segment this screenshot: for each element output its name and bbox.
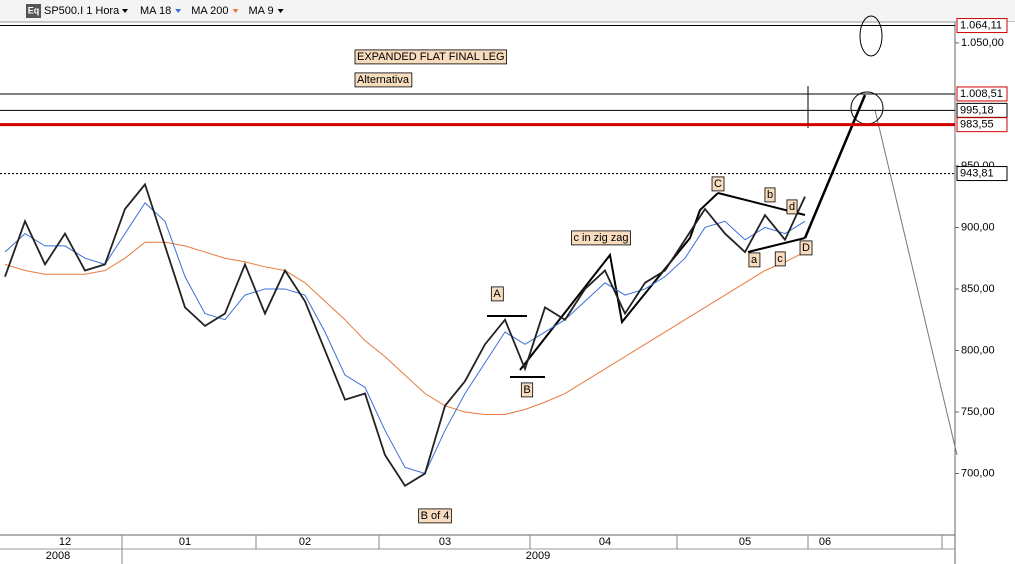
price-label-box: [956, 117, 1008, 133]
annotation-text: C: [714, 178, 722, 190]
annotation: c: [774, 251, 786, 267]
y-tick-label: 800,00: [961, 344, 995, 356]
annotation-box: [799, 240, 813, 256]
y-tick-label: 750,00: [961, 406, 995, 418]
annotation-text: a: [751, 254, 758, 266]
year-label: 2008: [46, 550, 70, 562]
annotation-box: [354, 49, 507, 65]
price-label-box: [956, 86, 1008, 102]
symbol-name[interactable]: SP500.I 1 Hora: [44, 5, 120, 17]
annotation: d: [786, 199, 798, 215]
annotation-text: c in zig zag: [573, 232, 628, 244]
indicator-name[interactable]: MA 18: [140, 5, 171, 17]
y-tick-label: 1.050,00: [961, 37, 1004, 49]
annotation-text: EXPANDED FLAT FINAL LEG: [357, 51, 505, 63]
y-tick-label: 850,00: [961, 283, 995, 295]
price-label-box: [956, 166, 1008, 182]
x-tick-label: 03: [439, 536, 451, 548]
y-tick-label: 700,00: [961, 467, 995, 479]
annotation-text: b: [767, 189, 773, 201]
annotation-text: Alternativa: [357, 74, 410, 86]
annotation-box: [748, 252, 761, 268]
annotation-box: [354, 72, 413, 88]
annotation-text: B of 4: [421, 510, 450, 522]
series-line: [4, 241, 806, 415]
annotation: c in zig zag: [571, 230, 631, 246]
indicator-dropdown: [175, 9, 182, 13]
price-label: 1.064,11: [960, 19, 1002, 31]
annotation-text: A: [493, 288, 501, 300]
annotation: C: [711, 176, 725, 192]
year-label: 2009: [526, 550, 550, 562]
price-label: 943,81: [960, 167, 994, 179]
annotation-text: c: [777, 253, 783, 265]
annotation: Alternativa: [354, 72, 413, 88]
symbol-icon-text: Eq: [28, 5, 40, 15]
annotation-box: [418, 508, 452, 524]
target-circle: [850, 91, 884, 125]
series-line: [4, 182, 806, 488]
annotation: EXPANDED FLAT FINAL LEG: [354, 49, 507, 65]
indicator-dropdown: [232, 9, 239, 13]
annotation: B of 4: [418, 508, 452, 524]
annotation: B: [520, 382, 534, 398]
x-tick-label: 06: [819, 536, 831, 548]
x-tick-label: 01: [179, 536, 191, 548]
price-label: 983,55: [960, 119, 994, 131]
symbol-dropdown: [122, 9, 128, 13]
x-tick-label: 02: [299, 536, 311, 548]
annotation: a: [748, 252, 761, 268]
symbol-icon[interactable]: [26, 4, 41, 18]
annotation-text: D: [802, 242, 810, 254]
plot-area: [0, 25, 955, 488]
annotation: D: [799, 240, 813, 256]
price-label: 995,18: [960, 104, 994, 116]
target-ellipse: [859, 15, 883, 57]
indicator-dropdown: [277, 9, 284, 13]
x-tick-label: 05: [739, 536, 751, 548]
x-tick-label: 12: [59, 536, 71, 548]
y-tick-label: 900,00: [961, 221, 995, 233]
wave-drawings: [487, 94, 867, 378]
indicator-name[interactable]: MA 9: [249, 5, 274, 17]
projection-line: [874, 109, 958, 456]
price-label: 1.008,51: [960, 88, 1003, 100]
annotation-box: [774, 251, 786, 267]
toolbar-bg: [0, 0, 1015, 22]
annotation-box: [786, 199, 798, 215]
annotation-box: [490, 286, 504, 302]
price-label-box: [956, 18, 1008, 34]
month-separators: [121, 535, 943, 564]
x-tick-label: 04: [599, 536, 611, 548]
annotation-box: [520, 382, 534, 398]
annotation-box: [711, 176, 725, 192]
annotation-box: [571, 230, 631, 246]
annotation-box: [764, 187, 776, 203]
annotation-text: d: [789, 201, 795, 213]
annotation-text: B: [523, 384, 530, 396]
series-line: [4, 202, 806, 475]
annotation: A: [490, 286, 504, 302]
annotation: b: [764, 187, 776, 203]
indicator-name[interactable]: MA 200: [191, 5, 228, 17]
